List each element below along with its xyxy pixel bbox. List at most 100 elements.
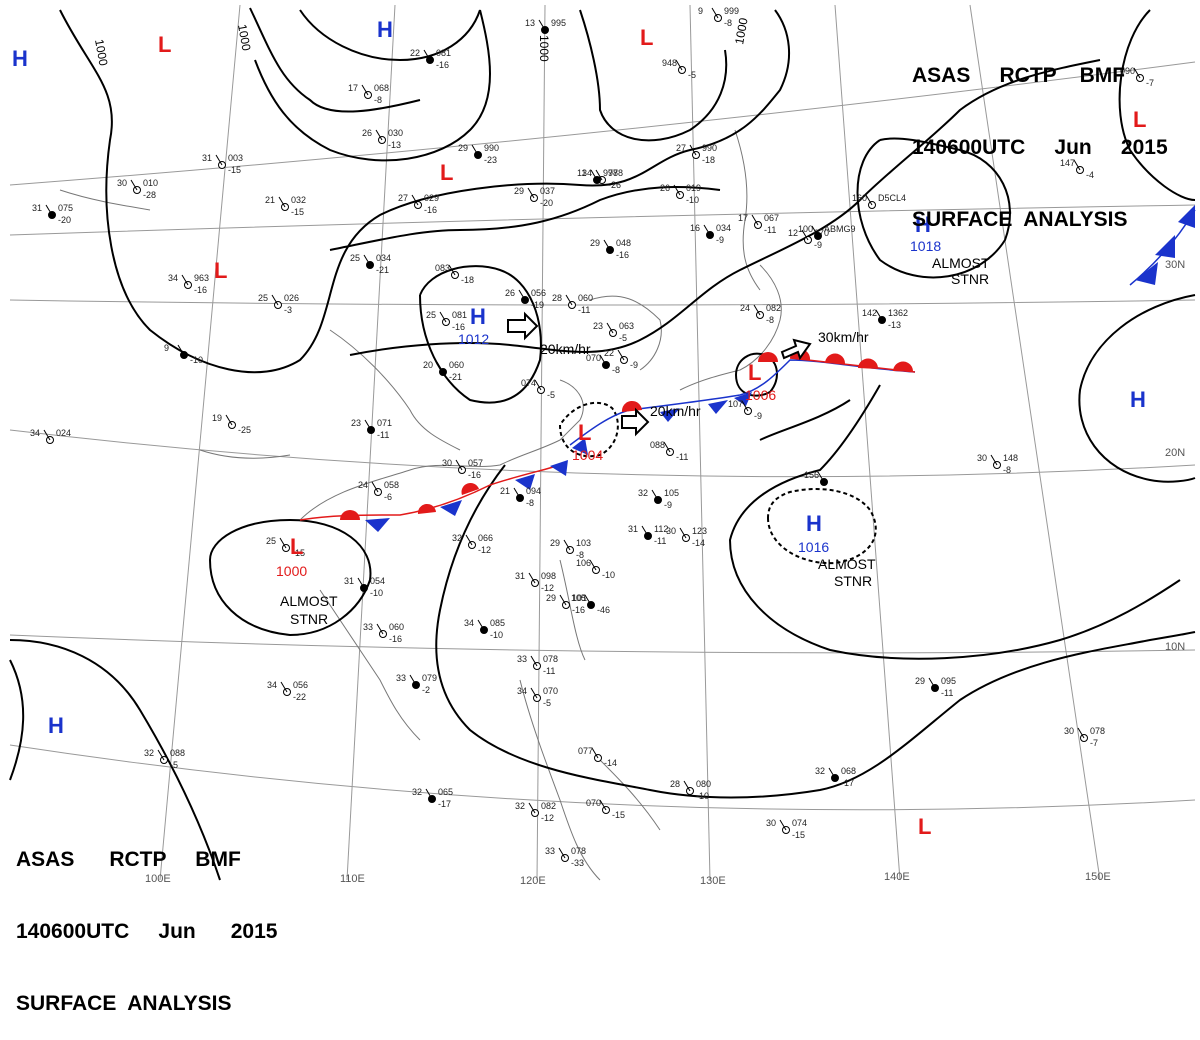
wind-barb	[471, 144, 479, 156]
station-tendency: -11	[654, 536, 666, 546]
station-temperature: 142	[862, 308, 877, 318]
station-pressure: 978	[603, 168, 618, 178]
wind-barb	[679, 527, 687, 539]
station-temperature: 26	[362, 128, 372, 138]
station-plot: 9 -10	[164, 343, 203, 365]
station-tendency: -11	[764, 225, 776, 235]
station-temperature: 21	[500, 486, 510, 496]
wind-barb	[357, 577, 365, 589]
station-pressure: 075	[58, 203, 73, 213]
station-plot: 24 082 -8	[740, 303, 781, 325]
station-plot: 29 048 -16	[590, 238, 631, 260]
station-plot: 070 -15	[586, 798, 625, 820]
station-tendency: -5	[619, 333, 627, 343]
station-pressure: 048	[616, 238, 631, 248]
station-tendency: -3	[284, 305, 292, 315]
station-pressure: 148	[1003, 453, 1018, 463]
motion-label-2: 20km/hr	[650, 403, 701, 419]
station-pressure: 101	[572, 593, 587, 603]
latitude-grid	[9, 61, 1196, 811]
station-temperature: 13	[525, 18, 535, 28]
station-plot: 29 101 -16	[546, 593, 587, 615]
wind-barb	[513, 487, 521, 499]
station-tendency: -9	[716, 235, 724, 245]
station-tendency: -22	[293, 692, 306, 702]
station-tendency: -8	[374, 95, 382, 105]
station-plot: 142 1362 -13	[862, 308, 908, 330]
wind-barb	[753, 304, 761, 316]
station-tendency: -5	[170, 760, 178, 770]
station-plot: 32 065 -17	[412, 787, 453, 809]
wind-barb	[558, 847, 566, 859]
station-temperature: 22	[410, 48, 420, 58]
chart-title-bottom: ASAS RCTP BMF 140600UTC Jun 2015 SURFACE…	[16, 800, 277, 1040]
station-pressure: 1362	[888, 308, 908, 318]
station-temperature: 24	[358, 480, 368, 490]
station-temperature: 21	[265, 195, 275, 205]
station-temperature: 34	[464, 618, 474, 628]
station-tendency: -5	[547, 390, 555, 400]
station-temperature: 30	[766, 818, 776, 828]
wind-barb	[363, 254, 371, 266]
station-tendency: -8	[766, 315, 774, 325]
chart-title-top: ASAS RCTP BMF 140600UTC Jun 2015 SURFACE…	[912, 16, 1168, 256]
station-tendency: -23	[484, 155, 497, 165]
station-pressure: 034	[716, 223, 731, 233]
station-plot: 13 995	[525, 18, 566, 34]
station-temperature: 074	[521, 378, 536, 388]
wind-barb	[603, 239, 611, 251]
motion-label-3: 30km/hr	[818, 329, 869, 345]
station-plot: 26 056 -19	[505, 288, 546, 310]
station-plot: 33 078 -11	[517, 654, 558, 676]
station-plot: 12 070 -9	[788, 228, 829, 250]
high-symbol-2: H	[377, 17, 393, 42]
station-temperature: 29	[550, 538, 560, 548]
station-temperature: 30	[1064, 726, 1074, 736]
station-tendency: -25	[238, 425, 251, 435]
station-plot: 25 034 -21	[350, 253, 391, 275]
wind-barb	[527, 187, 535, 199]
title-top-line-1: ASAS RCTP BMF	[912, 64, 1126, 87]
station-tendency: -11	[543, 666, 555, 676]
station-plot: 33 079 -2	[396, 673, 437, 695]
station-plot: 24 058 -6	[358, 480, 399, 502]
station-pressure: 066	[478, 533, 493, 543]
wind-barb	[423, 49, 431, 61]
station-plot: 31 098 -12	[515, 571, 556, 593]
station-temperature: 9	[164, 343, 169, 353]
station-tendency: -15	[291, 207, 304, 217]
station-pressure: 056	[293, 680, 308, 690]
station-plot: 160 D5CL4	[852, 193, 906, 209]
station-plot: 948 -5	[662, 58, 696, 80]
station-temperature: 083	[435, 263, 450, 273]
station-temperature: 31	[32, 203, 42, 213]
station-tendency: -13	[888, 320, 901, 330]
station-pressure: 082	[541, 801, 556, 811]
station-pressure: 999	[724, 6, 739, 16]
station-pressure: 078	[543, 654, 558, 664]
station-pressure: 060	[578, 293, 593, 303]
station-plot: 16 034 -9	[690, 223, 731, 245]
station-plot: 32 088 -5	[144, 748, 185, 770]
station-temperature: 34	[517, 686, 527, 696]
station-tendency: -17	[438, 799, 451, 809]
isobars	[9, 7, 1196, 881]
wind-barb	[811, 225, 819, 237]
station-tendency: -8	[612, 365, 620, 375]
station-tendency: -19	[531, 300, 544, 310]
station-plot: 083 -18	[435, 263, 474, 285]
wind-barb	[584, 594, 592, 606]
station-plot: 34 056 -22	[267, 680, 308, 702]
lon-label-150e: 150E	[1085, 871, 1111, 883]
wind-barb	[279, 537, 287, 549]
station-temperature: 27	[398, 193, 408, 203]
high-note-1016-a: ALMOST	[818, 556, 876, 572]
station-plot: 25 081 -16	[426, 310, 467, 332]
high-pressure-1012: 1012	[458, 331, 489, 347]
station-temperature: 34	[267, 680, 277, 690]
station-temperature: 147	[1060, 158, 1075, 168]
station-tendency: -8	[526, 498, 534, 508]
station-plot: 32 068 -17	[815, 766, 856, 788]
station-temperature: 34	[30, 428, 40, 438]
station-plot: 34 085 -10	[464, 618, 505, 640]
